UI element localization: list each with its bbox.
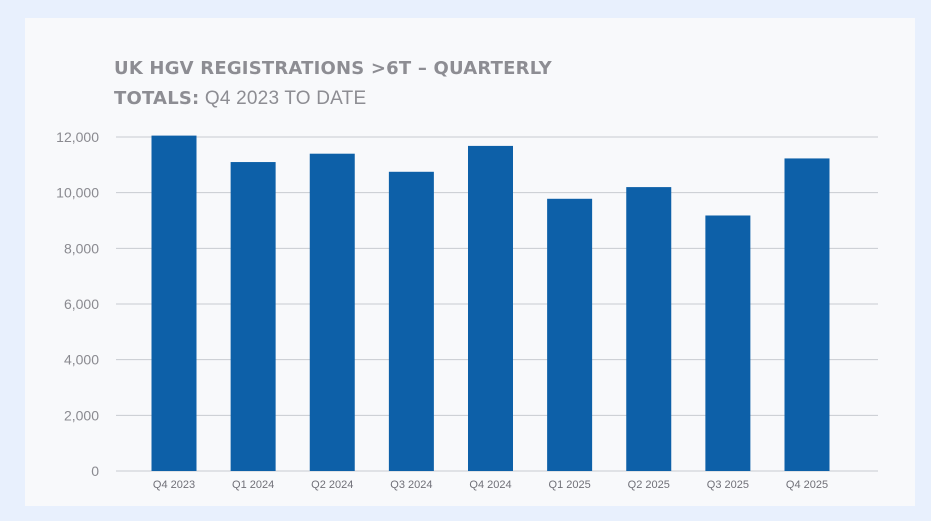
y-tick-label: 4,000 xyxy=(64,352,99,368)
y-tick-label: 6,000 xyxy=(64,296,99,312)
bar xyxy=(626,187,672,471)
chart-title: UK HGV REGISTRATIONS >6T – QUARTERLY TOT… xyxy=(114,54,552,114)
bar xyxy=(784,158,830,471)
chart-title-line2-bold: TOTALS: xyxy=(114,88,200,109)
bar xyxy=(230,162,276,472)
x-tick-label: Q3 2025 xyxy=(707,479,749,491)
bar xyxy=(705,215,751,471)
x-tick-label: Q4 2024 xyxy=(469,479,511,491)
y-tick-label: 0 xyxy=(91,463,99,479)
chart-title-line2-normal: Q4 2023 TO DATE xyxy=(199,88,367,109)
y-tick-label: 12,000 xyxy=(56,129,99,145)
x-tick-label: Q2 2024 xyxy=(311,479,353,491)
x-axis-tick-labels: Q4 2023 Q1 2024 Q2 2024 Q3 2024 Q4 2024 Q1 20… xyxy=(153,479,828,491)
y-tick-label: 2,000 xyxy=(64,407,99,423)
y-axis-tick-labels: 0 2,000 4,000 6,000 8,000 10,000 12,000 xyxy=(56,129,99,479)
chart-title-line1: UK HGV REGISTRATIONS >6T – QUARTERLY xyxy=(114,58,552,79)
bars xyxy=(151,135,830,472)
x-tick-label: Q1 2025 xyxy=(549,479,591,491)
bar xyxy=(547,198,593,472)
y-tick-label: 8,000 xyxy=(64,240,99,256)
x-tick-label: Q4 2025 xyxy=(786,479,828,491)
y-tick-label: 10,000 xyxy=(56,185,99,201)
x-tick-label: Q1 2024 xyxy=(232,479,274,491)
x-tick-label: Q2 2025 xyxy=(628,479,670,491)
x-tick-label: Q3 2024 xyxy=(390,479,432,491)
bar xyxy=(309,153,355,471)
bar xyxy=(151,135,197,471)
bar xyxy=(468,145,513,471)
x-tick-label: Q4 2023 xyxy=(153,479,195,491)
bar xyxy=(388,171,434,471)
